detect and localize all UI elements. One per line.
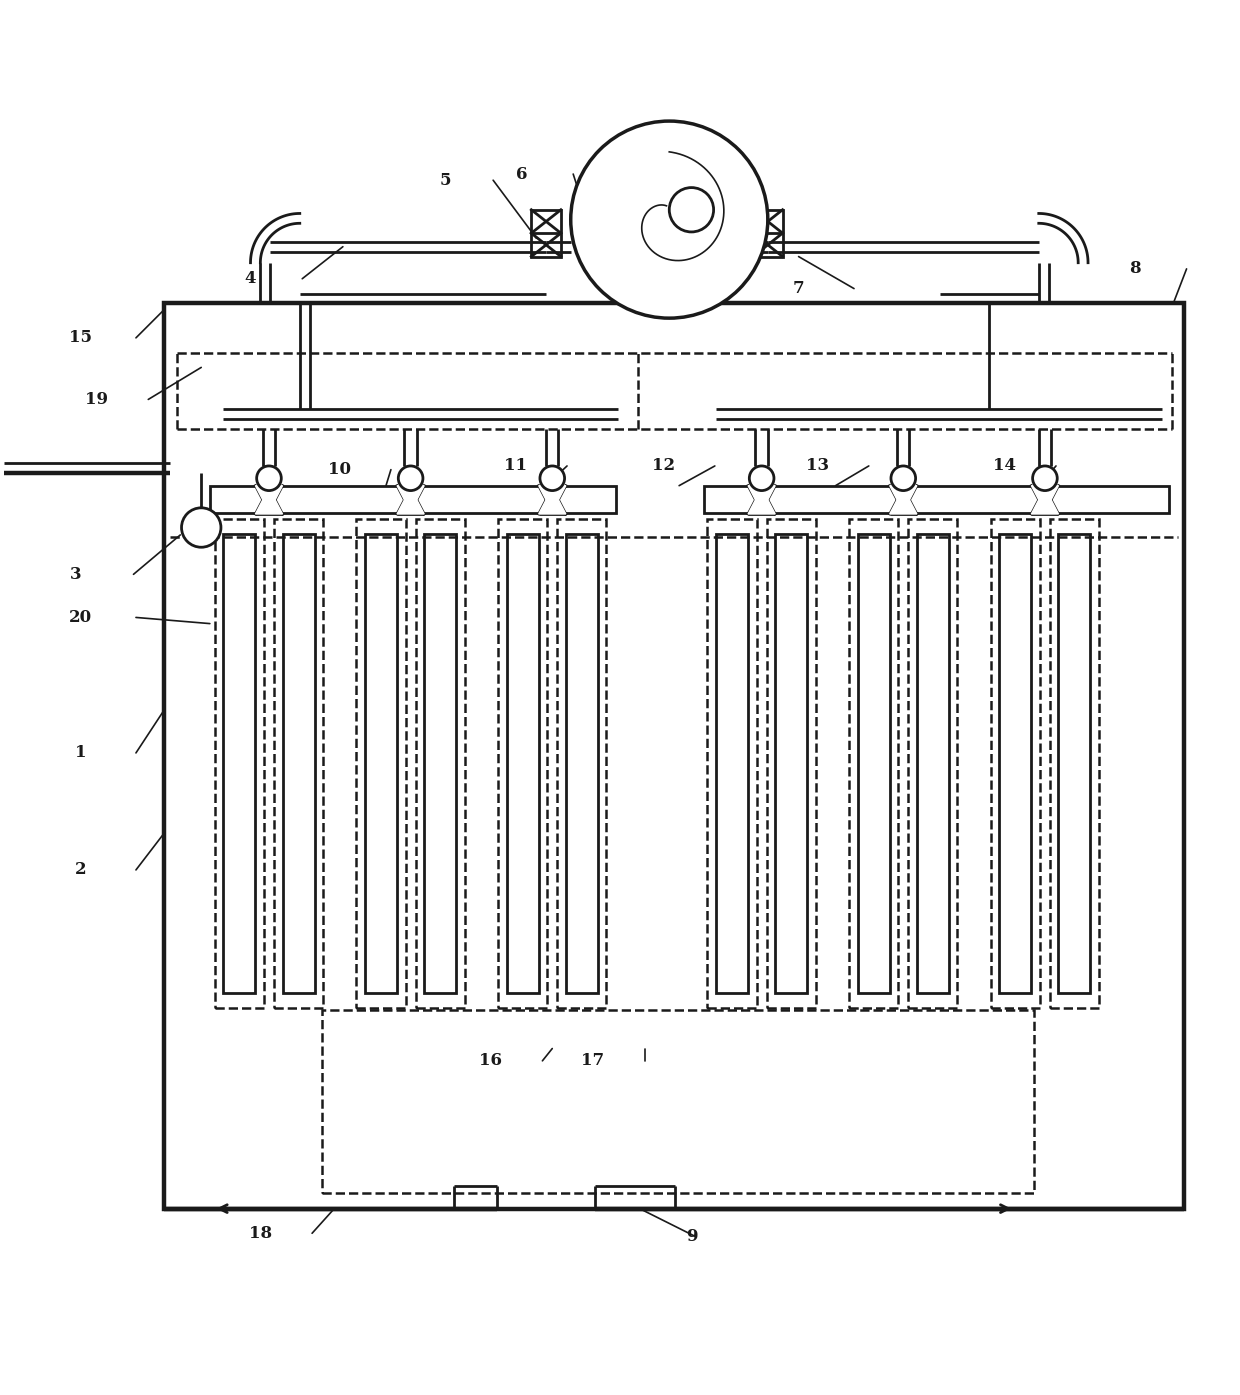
Circle shape — [892, 466, 915, 491]
Bar — [283, 534, 315, 993]
Bar — [704, 485, 1169, 513]
Polygon shape — [1032, 499, 1059, 513]
Bar — [223, 534, 255, 993]
Bar — [356, 519, 405, 1007]
Bar — [557, 519, 606, 1007]
Bar — [858, 534, 890, 993]
Text: 5: 5 — [439, 172, 451, 188]
Bar — [775, 534, 807, 993]
Bar — [849, 519, 898, 1007]
Text: 9: 9 — [686, 1229, 697, 1246]
Circle shape — [749, 466, 774, 491]
Text: 16: 16 — [479, 1052, 502, 1070]
Text: 3: 3 — [69, 566, 82, 583]
Bar — [766, 519, 816, 1007]
Polygon shape — [538, 499, 565, 513]
Bar — [999, 534, 1032, 993]
Polygon shape — [397, 485, 424, 499]
Polygon shape — [748, 499, 775, 513]
Polygon shape — [890, 499, 916, 513]
Bar — [531, 209, 560, 257]
Text: 11: 11 — [503, 458, 527, 474]
Bar — [708, 519, 756, 1007]
Polygon shape — [1032, 485, 1059, 499]
Text: 18: 18 — [249, 1225, 272, 1242]
Bar — [322, 1010, 1034, 1193]
Text: 15: 15 — [69, 329, 92, 346]
Bar — [210, 485, 616, 513]
Bar — [753, 209, 782, 257]
Circle shape — [181, 508, 221, 547]
Polygon shape — [255, 499, 283, 513]
Polygon shape — [255, 485, 283, 499]
Bar — [365, 534, 397, 993]
Circle shape — [539, 466, 564, 491]
Bar — [1050, 519, 1099, 1007]
Text: 19: 19 — [86, 391, 108, 407]
Bar — [715, 534, 748, 993]
Circle shape — [670, 187, 713, 232]
Bar — [1059, 534, 1090, 993]
Bar — [916, 534, 949, 993]
Bar — [908, 519, 957, 1007]
Circle shape — [1033, 466, 1058, 491]
Bar — [507, 534, 538, 993]
Text: 4: 4 — [244, 271, 257, 287]
Bar — [498, 519, 547, 1007]
Polygon shape — [397, 499, 424, 513]
Circle shape — [398, 466, 423, 491]
Text: 12: 12 — [651, 458, 675, 474]
Polygon shape — [538, 485, 565, 499]
Polygon shape — [890, 485, 916, 499]
Bar — [215, 519, 264, 1007]
Bar — [991, 519, 1040, 1007]
Text: 8: 8 — [1130, 261, 1141, 278]
Bar — [164, 303, 1184, 1208]
Circle shape — [570, 121, 768, 318]
Polygon shape — [748, 485, 775, 499]
Text: 13: 13 — [806, 458, 828, 474]
Text: 6: 6 — [516, 166, 527, 183]
Bar — [424, 534, 456, 993]
Text: 1: 1 — [74, 745, 87, 762]
Text: 20: 20 — [69, 610, 92, 626]
Circle shape — [257, 466, 281, 491]
Bar — [274, 519, 324, 1007]
Text: 10: 10 — [327, 462, 351, 478]
Text: 2: 2 — [74, 862, 87, 879]
Bar — [565, 534, 598, 993]
Text: 14: 14 — [993, 458, 1016, 474]
Text: 7: 7 — [792, 280, 805, 297]
Text: 17: 17 — [582, 1052, 604, 1070]
Bar — [415, 519, 465, 1007]
